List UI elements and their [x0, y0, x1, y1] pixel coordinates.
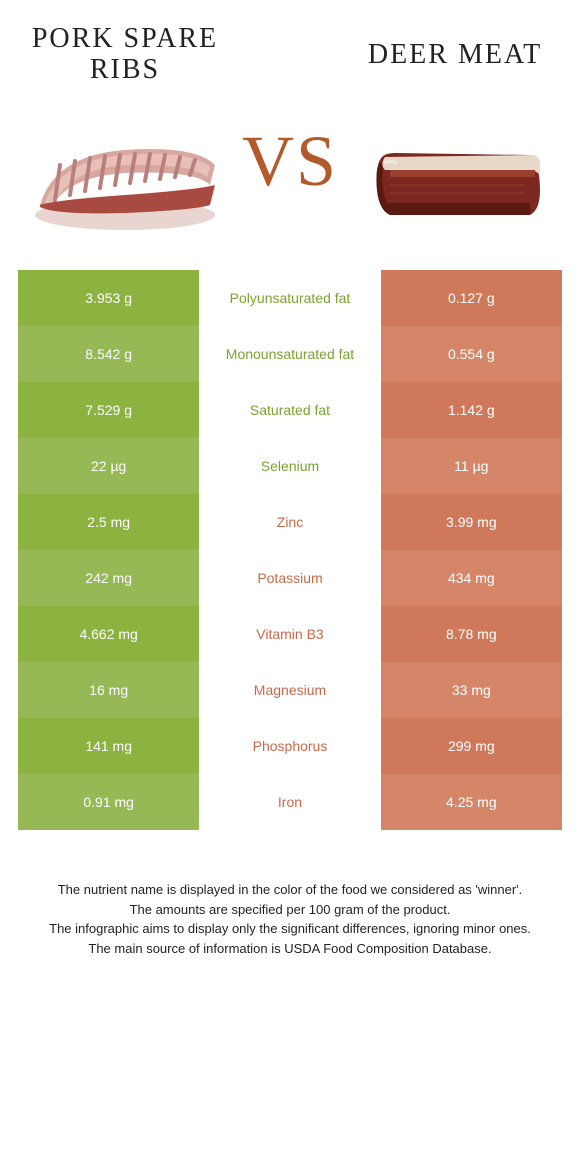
right-value-cell: 434 mg — [381, 550, 562, 606]
table-row: 16 mgMagnesium33 mg — [18, 662, 562, 718]
infographic-container: Pork spare ribs VS Deer meat — [0, 0, 580, 988]
nutrient-label-cell: Vitamin B3 — [199, 606, 380, 662]
left-value-cell: 7.529 g — [18, 382, 199, 438]
vs-text: VS — [242, 120, 338, 203]
table-row: 7.529 gSaturated fat1.142 g — [18, 382, 562, 438]
footer-line-4: The main source of information is USDA F… — [28, 939, 552, 959]
comparison-table: 3.953 gPolyunsaturated fat0.127 g8.542 g… — [18, 270, 562, 830]
table-row: 0.91 mgIron4.25 mg — [18, 774, 562, 830]
right-food-column: Deer meat — [348, 20, 562, 240]
right-food-title: Deer meat — [368, 20, 542, 90]
left-food-column: Pork spare ribs — [18, 20, 232, 240]
right-value-cell: 1.142 g — [381, 382, 562, 438]
nutrient-label-cell: Monounsaturated fat — [199, 326, 380, 382]
vs-column: VS — [242, 20, 338, 203]
left-value-cell: 141 mg — [18, 718, 199, 774]
nutrient-label-cell: Polyunsaturated fat — [199, 270, 380, 326]
table-row: 242 mgPotassium434 mg — [18, 550, 562, 606]
nutrient-label-cell: Saturated fat — [199, 382, 380, 438]
nutrient-label-cell: Iron — [199, 774, 380, 830]
left-value-cell: 16 mg — [18, 662, 199, 718]
left-value-cell: 0.91 mg — [18, 774, 199, 830]
nutrient-label-cell: Phosphorus — [199, 718, 380, 774]
table-row: 141 mgPhosphorus299 mg — [18, 718, 562, 774]
right-value-cell: 0.127 g — [381, 270, 562, 326]
left-food-title: Pork spare ribs — [18, 20, 232, 90]
table-row: 4.662 mgVitamin B38.78 mg — [18, 606, 562, 662]
left-value-cell: 3.953 g — [18, 270, 199, 326]
right-value-cell: 4.25 mg — [381, 774, 562, 830]
nutrient-label-cell: Magnesium — [199, 662, 380, 718]
left-value-cell: 22 µg — [18, 438, 199, 494]
right-value-cell: 299 mg — [381, 718, 562, 774]
left-value-cell: 8.542 g — [18, 326, 199, 382]
right-value-cell: 3.99 mg — [381, 494, 562, 550]
footer-line-2: The amounts are specified per 100 gram o… — [28, 900, 552, 920]
nutrient-label-cell: Selenium — [199, 438, 380, 494]
right-value-cell: 0.554 g — [381, 326, 562, 382]
footer-notes: The nutrient name is displayed in the co… — [18, 880, 562, 958]
footer-line-1: The nutrient name is displayed in the co… — [28, 880, 552, 900]
deer-meat-image — [355, 110, 555, 240]
left-value-cell: 242 mg — [18, 550, 199, 606]
left-value-cell: 4.662 mg — [18, 606, 199, 662]
table-row: 22 µgSelenium11 µg — [18, 438, 562, 494]
pork-ribs-image — [25, 110, 225, 240]
left-value-cell: 2.5 mg — [18, 494, 199, 550]
nutrient-label-cell: Zinc — [199, 494, 380, 550]
right-value-cell: 33 mg — [381, 662, 562, 718]
footer-line-3: The infographic aims to display only the… — [28, 919, 552, 939]
right-value-cell: 11 µg — [381, 438, 562, 494]
table-row: 2.5 mgZinc3.99 mg — [18, 494, 562, 550]
right-value-cell: 8.78 mg — [381, 606, 562, 662]
header: Pork spare ribs VS Deer meat — [18, 20, 562, 240]
nutrient-label-cell: Potassium — [199, 550, 380, 606]
table-row: 3.953 gPolyunsaturated fat0.127 g — [18, 270, 562, 326]
table-row: 8.542 gMonounsaturated fat0.554 g — [18, 326, 562, 382]
